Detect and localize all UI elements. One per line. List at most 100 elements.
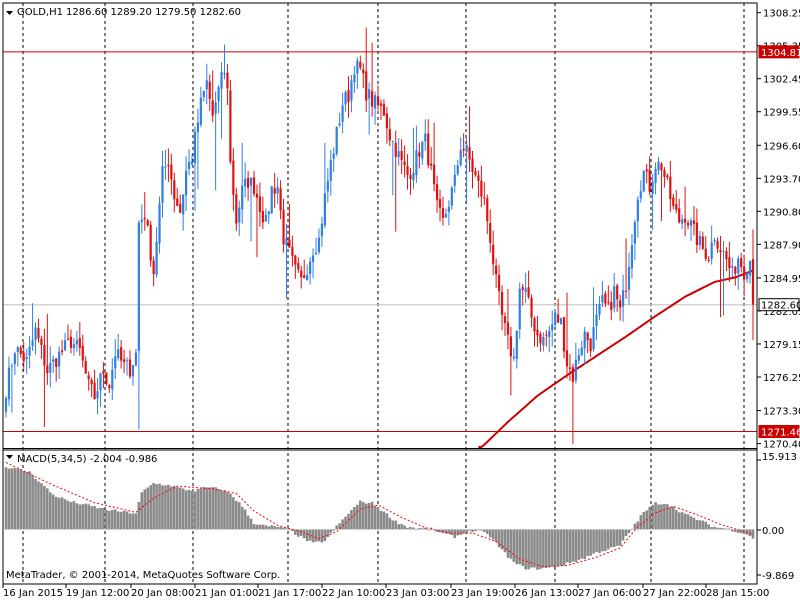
macd-bottom-label: -9.869: [762, 571, 794, 582]
candle-bear: [589, 338, 592, 352]
candle-bull: [13, 353, 16, 365]
candle-bear: [291, 247, 294, 257]
macd-bar: [423, 527, 427, 530]
macd-bar: [270, 525, 274, 530]
macd-bar: [677, 512, 681, 530]
macd-bar: [615, 529, 619, 546]
candle-bull: [311, 255, 315, 262]
candle-bull: [320, 223, 324, 237]
macd-bar: [707, 524, 711, 530]
candle-bull: [10, 365, 14, 367]
macd-bar: [364, 503, 368, 530]
macd-bar: [719, 527, 722, 530]
macd-bar: [78, 504, 82, 530]
macd-bar: [199, 488, 203, 530]
macd-bar: [193, 491, 197, 530]
candle-bear: [288, 239, 291, 248]
macd-bar: [276, 527, 279, 530]
time-label: 20 Jan 08:00: [131, 588, 194, 599]
candle-bull: [748, 260, 752, 276]
candle-bull: [332, 153, 335, 159]
candle-bear: [146, 220, 149, 226]
candle-bull: [447, 206, 450, 212]
macd-bar: [102, 508, 105, 530]
candle-bull: [131, 365, 135, 377]
candle-bull: [155, 241, 158, 275]
macd-bar: [299, 529, 303, 536]
macd-bar: [214, 487, 217, 530]
macd-bar: [261, 524, 265, 530]
chart-frame: [2, 2, 758, 585]
macd-bar: [208, 487, 212, 530]
macd-bar: [134, 513, 138, 530]
candle-bear: [60, 350, 64, 352]
candle-bull: [31, 340, 34, 346]
macd-bar: [317, 529, 321, 542]
candle-bull: [185, 170, 188, 196]
macd-bar: [695, 520, 699, 530]
candle-bear: [347, 90, 350, 103]
candle-bull: [193, 131, 197, 164]
candle-bear: [533, 317, 536, 332]
macd-bar: [577, 529, 581, 560]
chevron-down-icon[interactable]: [6, 455, 13, 459]
candle-bull: [681, 219, 684, 224]
macd-bar: [373, 506, 377, 530]
macd-bar: [648, 506, 651, 530]
candle-bear: [565, 350, 569, 367]
candle-bull: [421, 141, 424, 159]
candle-bull: [601, 294, 604, 303]
candle-bull: [583, 331, 586, 349]
candle-bear: [152, 260, 155, 275]
macd-bar: [450, 529, 454, 536]
candle-bear: [743, 266, 746, 280]
time-axis-labels: 16 Jan 2015 19 Jan 12:00 20 Jan 08:00 21 Ja…: [2, 584, 769, 599]
macd-bar: [48, 492, 52, 530]
candle-bear: [208, 81, 211, 99]
upper-level-tag-bg: [758, 45, 800, 59]
macd-bar: [382, 511, 386, 530]
candle-bear: [562, 317, 566, 352]
candle-bear: [371, 91, 374, 107]
macd-bar: [736, 529, 740, 533]
candle-bull: [217, 87, 220, 102]
candle-bear: [740, 258, 743, 268]
macd-bar: [75, 503, 79, 530]
candle-bull: [323, 193, 326, 226]
price-label: 1276.25: [763, 373, 800, 384]
macd-bar: [99, 507, 102, 530]
candle-bear: [704, 248, 707, 259]
candle-bear: [669, 176, 672, 200]
upper-level-tag: 1304.81: [761, 48, 800, 59]
chevron-down-icon[interactable]: [6, 11, 13, 15]
macd-bar: [314, 529, 318, 542]
macd-bar: [108, 510, 111, 530]
candle-bear: [300, 270, 303, 278]
price-label: 1293.70: [763, 174, 800, 185]
candle-bear: [483, 197, 486, 199]
macd-bar: [509, 529, 513, 559]
macd-bar: [131, 513, 135, 530]
macd-bar: [701, 520, 705, 530]
macd-bar: [642, 512, 646, 530]
macd-bar: [63, 499, 67, 530]
candle-bear: [40, 338, 43, 346]
macd-bar: [350, 509, 353, 530]
candle-bull: [397, 151, 400, 158]
candle-bear: [666, 175, 669, 178]
macd-bar: [704, 521, 708, 530]
candle-bull: [722, 251, 725, 253]
price-label: 1296.60: [763, 141, 800, 152]
candle-bull: [134, 352, 138, 366]
macd-bar: [164, 485, 167, 530]
candle-bear: [492, 244, 495, 264]
candle-bear: [604, 293, 607, 304]
macd-bar: [172, 485, 176, 530]
candle-bear: [751, 259, 755, 305]
macd-bar: [361, 502, 365, 530]
macd-bar: [69, 502, 73, 530]
candle-bear: [394, 142, 397, 157]
candle-bull: [713, 240, 716, 242]
macd-bar: [22, 471, 26, 530]
